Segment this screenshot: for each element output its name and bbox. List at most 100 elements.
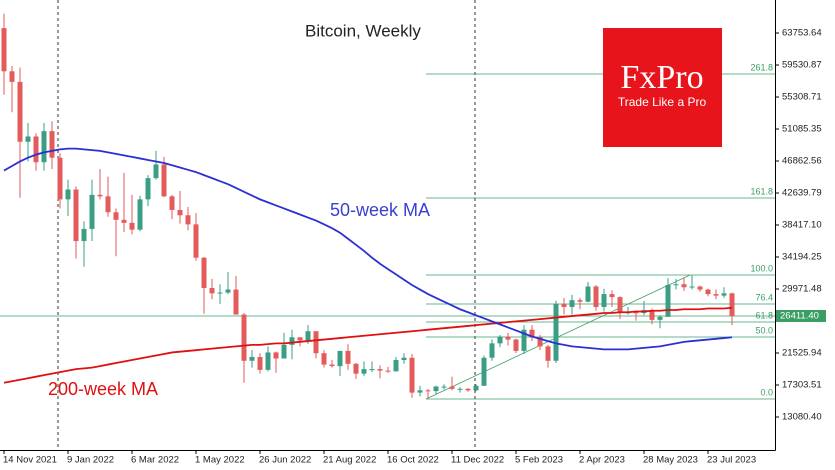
candle-body: [465, 388, 471, 391]
candle-body: [281, 344, 287, 359]
y-tick-label: 21525.94: [782, 348, 822, 359]
logo-box: [603, 28, 722, 147]
candle-body: [393, 360, 399, 372]
candle-body: [665, 284, 671, 317]
y-tick-label: 17303.51: [782, 380, 822, 391]
x-tick-label: 16 Oct 2022: [387, 455, 439, 466]
candle-body: [105, 196, 111, 213]
y-tick-label: 42639.79: [782, 188, 822, 199]
candle-body: [1, 28, 7, 72]
candle-body: [233, 289, 239, 315]
candle-body: [129, 222, 135, 230]
candle-body: [201, 257, 207, 289]
candle-body: [585, 286, 591, 302]
candle-body: [489, 343, 495, 358]
candle-body: [657, 316, 663, 320]
candle-body: [33, 136, 39, 163]
x-tick-label: 9 Jan 2022: [67, 455, 114, 466]
candle-body: [121, 219, 127, 223]
candle-body: [209, 288, 215, 294]
candle-body: [681, 284, 687, 288]
candle-body: [249, 356, 255, 361]
y-tick-label: 38417.10: [782, 220, 822, 231]
candle-body: [377, 369, 383, 371]
x-tick-label: 28 May 2023: [643, 455, 698, 466]
candle-body: [513, 339, 519, 351]
y-tick-label: 55308.71: [782, 92, 822, 103]
candle-body: [177, 209, 183, 216]
x-tick-label: 23 Jul 2023: [707, 455, 756, 466]
candle-body: [353, 363, 359, 374]
candle-body: [257, 356, 263, 370]
candle-body: [649, 310, 655, 320]
candle-body: [521, 329, 527, 351]
x-tick-label: 21 Aug 2022: [323, 455, 376, 466]
candle-body: [193, 224, 199, 258]
price-label: 26411.40: [780, 310, 819, 321]
candle-body: [401, 357, 407, 361]
y-tick-label: 46862.56: [782, 156, 822, 167]
candle-body: [433, 386, 439, 392]
candle-body: [49, 131, 55, 158]
price-label-box: [776, 309, 826, 322]
candle-body: [57, 157, 63, 200]
candle-body: [529, 329, 535, 338]
candle-body: [601, 294, 607, 307]
candle-body: [705, 289, 711, 295]
x-tick-label: 5 Feb 2023: [515, 455, 563, 466]
candle-body: [425, 390, 431, 392]
ma200-line: [3, 306, 733, 384]
candle-body: [545, 346, 551, 361]
candle-body: [17, 81, 23, 142]
candle-body: [417, 390, 423, 393]
y-tick-label: 63753.64: [782, 28, 822, 39]
candle-body: [297, 337, 303, 341]
candle-body: [577, 300, 583, 302]
candle-body: [9, 71, 15, 82]
candle-body: [185, 215, 191, 225]
candle-body: [609, 294, 615, 298]
y-tick-label: 34194.25: [782, 252, 822, 263]
x-tick-label: 2 Apr 2023: [579, 455, 625, 466]
candle-body: [153, 164, 159, 179]
ma200-label: 200-week MA: [48, 379, 158, 399]
chart-title: Bitcoin, Weekly: [305, 21, 421, 40]
candle-body: [561, 303, 567, 307]
y-tick-label: 51085.35: [782, 124, 822, 135]
candle-body: [41, 131, 47, 163]
candle-body: [265, 352, 271, 370]
candle-body: [385, 370, 391, 372]
candle-body: [441, 386, 447, 388]
candle-body: [361, 369, 367, 374]
candle-body: [497, 336, 503, 344]
candle-body: [473, 385, 479, 391]
candle-body: [65, 189, 71, 200]
candle-body: [137, 199, 143, 230]
ma50-label: 50-week MA: [330, 200, 430, 220]
candle-body: [113, 212, 119, 220]
candle-body: [273, 352, 279, 359]
fib-label: 100.0: [750, 263, 773, 273]
candle-body: [553, 303, 559, 361]
ma50-line: [3, 147, 733, 351]
candle-body: [345, 350, 351, 364]
candle-body: [81, 228, 87, 242]
fib-label: 50.0: [755, 325, 773, 335]
candle-body: [481, 357, 487, 386]
y-tick-label: 13080.40: [782, 412, 822, 423]
candle-body: [617, 297, 623, 314]
candle-body: [673, 284, 679, 286]
candle-body: [569, 300, 575, 307]
logo-brand: FxPro: [620, 59, 703, 96]
candle-body: [169, 196, 175, 210]
candle-body: [337, 350, 343, 367]
candle-body: [689, 286, 695, 288]
fib-label: 261.8: [750, 62, 773, 72]
candle-body: [449, 386, 455, 389]
candle-body: [225, 289, 231, 293]
candle-body: [369, 369, 375, 371]
candle-body: [697, 286, 703, 290]
candle-body: [321, 353, 327, 365]
candle-body: [97, 194, 103, 197]
